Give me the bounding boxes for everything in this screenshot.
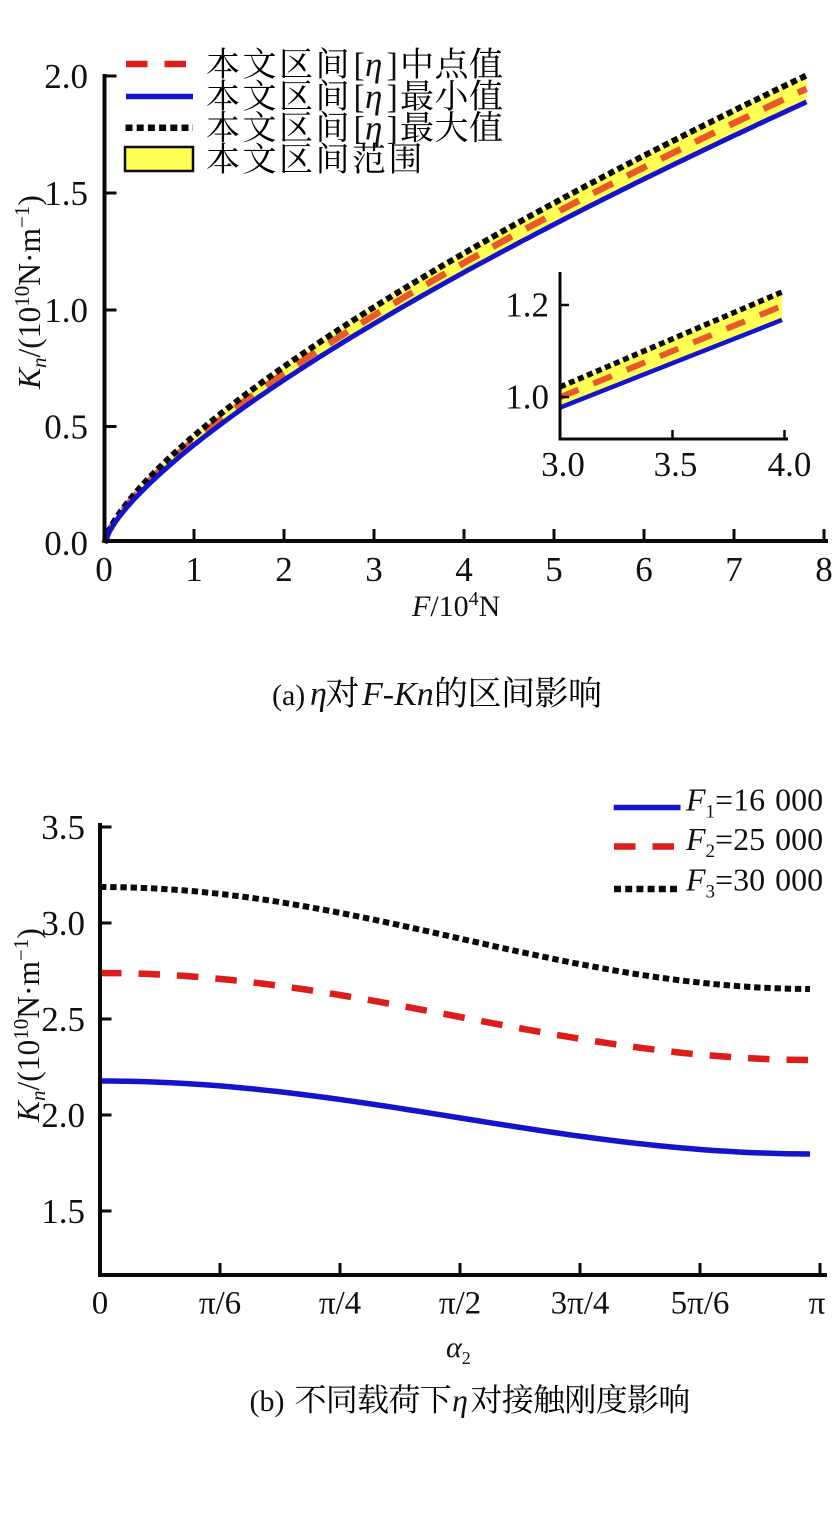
svg-text:4: 4 [455,550,473,589]
svg-text:1.2: 1.2 [505,286,549,325]
svg-text:4.0: 4.0 [768,445,812,484]
svg-text:2: 2 [275,550,293,589]
svg-text:1.0: 1.0 [44,291,88,330]
svg-text:(a): (a) [272,679,305,712]
svg-text:(b): (b) [250,1385,285,1418]
svg-text:Kn/(1010N·m−1): Kn/(1010N·m−1) [10,195,51,390]
svg-text:Kn/(1010N·m−1): Kn/(1010N·m−1) [9,928,50,1123]
svg-text:η: η [452,1382,468,1418]
svg-text:]: ] [387,111,398,148]
svg-text:5: 5 [545,550,563,589]
svg-text:3.5: 3.5 [654,445,698,484]
svg-text:0: 0 [95,550,113,589]
svg-text:η: η [365,45,382,84]
svg-text:3: 3 [365,550,383,589]
svg-text:F-Kn: F-Kn [361,676,434,713]
svg-text:[: [ [354,79,365,116]
svg-text:F/104N: F/104N [411,588,500,623]
svg-text:2.5: 2.5 [41,1000,85,1039]
svg-text:η: η [310,676,327,713]
svg-text:1.5: 1.5 [44,174,88,213]
svg-text:3π/4: 3π/4 [551,1286,610,1322]
svg-text:[: [ [354,111,365,148]
svg-text:[: [ [354,47,365,84]
svg-text:6: 6 [635,550,653,589]
svg-text:]: ] [387,79,398,116]
svg-text:1.0: 1.0 [505,378,549,417]
svg-text:3.0: 3.0 [41,904,85,943]
svg-text:8: 8 [815,550,833,589]
svg-text:η: η [365,109,382,148]
svg-text:1.5: 1.5 [41,1192,85,1231]
svg-text:]: ] [387,47,398,84]
svg-text:π/2: π/2 [439,1286,481,1322]
svg-text:2.0: 2.0 [44,57,88,96]
svg-text:π/6: π/6 [199,1286,241,1322]
svg-text:π: π [809,1286,826,1322]
svg-text:π/4: π/4 [319,1286,361,1322]
svg-text:η: η [365,77,382,116]
svg-text:2.0: 2.0 [41,1096,85,1135]
svg-text:0: 0 [92,1286,109,1322]
svg-text:1: 1 [185,550,203,589]
svg-text:3.5: 3.5 [41,808,85,847]
svg-text:0.0: 0.0 [44,524,88,563]
svg-text:0.5: 0.5 [44,408,88,447]
svg-text:7: 7 [725,550,743,589]
svg-text:3.0: 3.0 [541,445,585,484]
svg-text:5π/6: 5π/6 [671,1286,730,1322]
